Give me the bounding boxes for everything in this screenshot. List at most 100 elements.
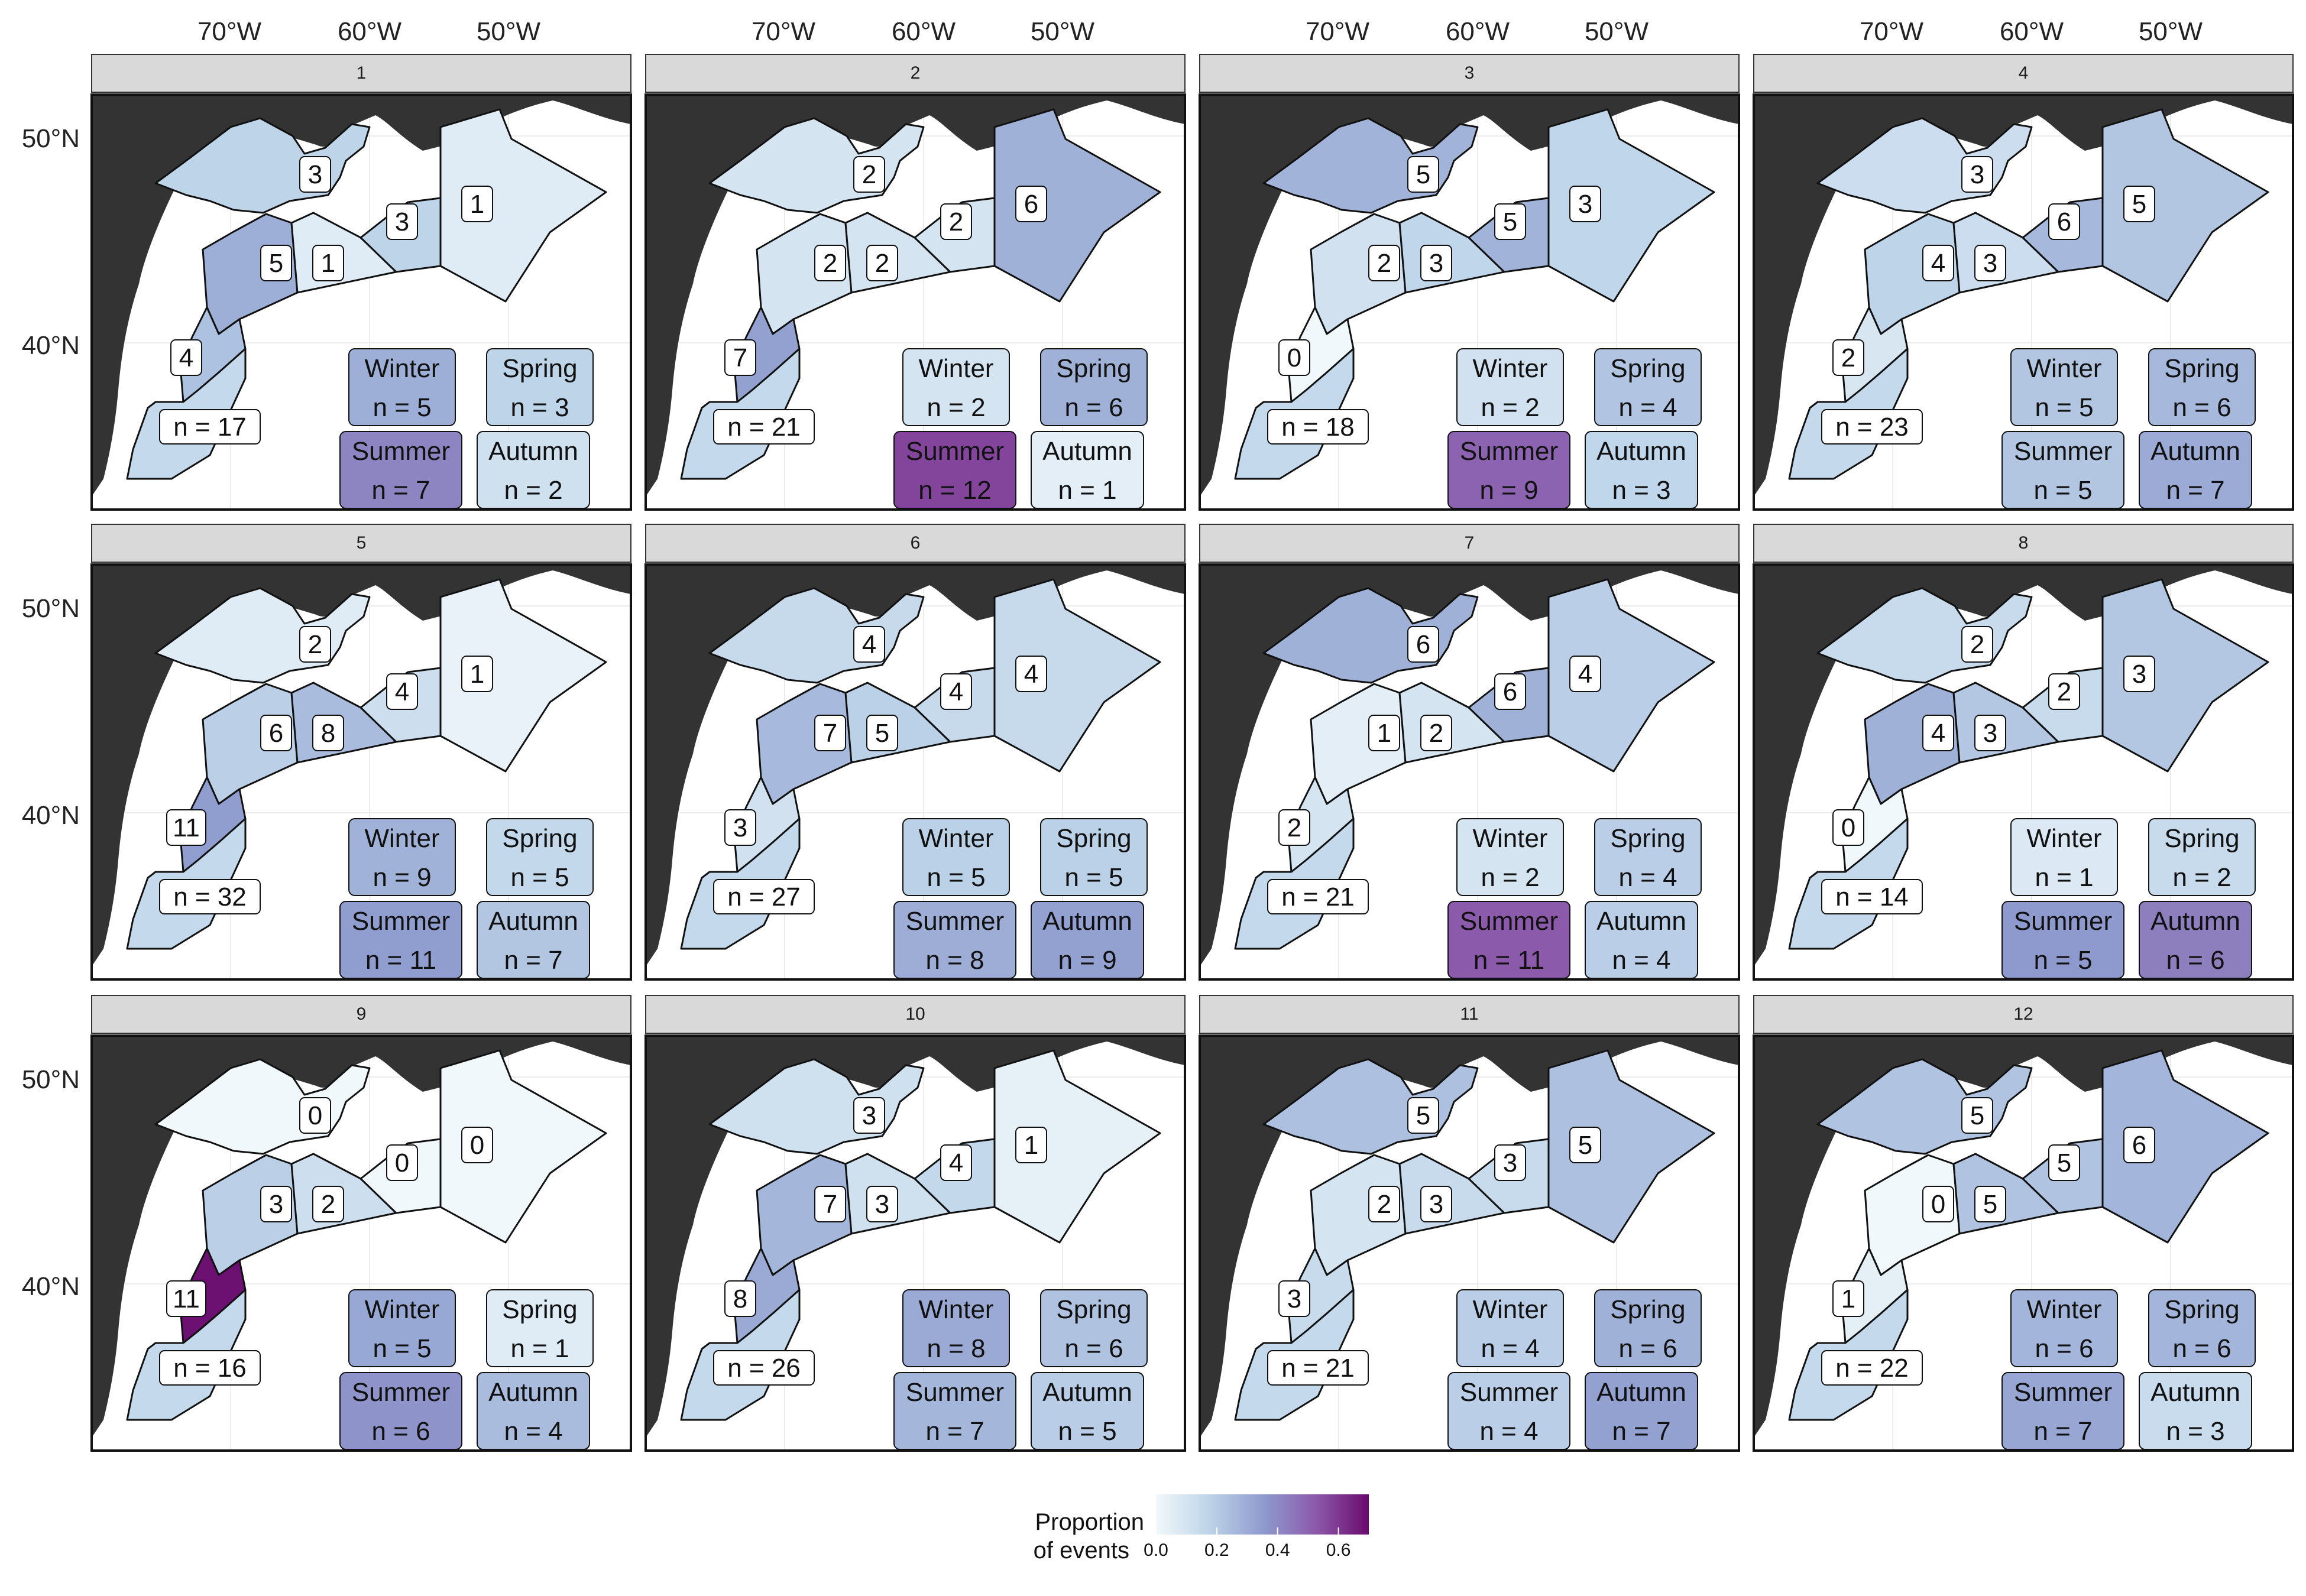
map-panel-11: 11 5 5 2 3 3 3 n = 21 Winter n = 4 Spring n = 6 Summ… <box>1199 995 1740 1452</box>
season-spring: Spring n = 6 <box>1040 1289 1148 1367</box>
region-count-box <box>814 245 846 281</box>
region-count-cabot: 3 <box>395 207 409 236</box>
season-name: Spring <box>502 824 577 853</box>
season-autumn: Autumn n = 4 <box>1585 901 1698 979</box>
season-name: Winter <box>1472 1295 1547 1324</box>
color-legend: Proportion of events 0.0 0.2 0.4 0.6 <box>1034 1494 1369 1563</box>
season-box <box>902 348 1010 426</box>
region-count-cabot: 0 <box>395 1149 409 1177</box>
season-summer: Summer n = 5 <box>2001 431 2124 509</box>
region-count-scotian: 11 <box>173 1284 200 1313</box>
season-box <box>1456 348 1564 426</box>
landmass <box>646 1036 1185 1438</box>
region-count-box <box>866 1186 898 1222</box>
facet-strip <box>1199 995 1740 1034</box>
region-count-box <box>2123 1127 2155 1163</box>
season-autumn: Autumn n = 2 <box>477 431 590 509</box>
panel-border <box>1199 93 1740 511</box>
region-count-box <box>2048 203 2080 240</box>
season-summer: Summer n = 11 <box>339 901 462 979</box>
season-summer: Summer n = 8 <box>893 901 1016 979</box>
season-count: n = 4 <box>1618 863 1677 892</box>
total-box <box>159 879 261 914</box>
facet-label: 7 <box>1465 533 1475 553</box>
region-count-gulf_east: 3 <box>1983 719 1997 748</box>
region-newfoundland <box>439 108 607 303</box>
region-count-cabot: 3 <box>1503 1149 1517 1177</box>
region-count-box <box>853 1097 885 1134</box>
region-count-box <box>866 715 898 751</box>
season-autumn: Autumn n = 7 <box>2139 431 2252 509</box>
season-name: Winter <box>2026 1295 2101 1324</box>
region-count-gulf_east: 3 <box>1429 249 1443 278</box>
facet-label: 8 <box>2019 533 2029 553</box>
region-count-laurentian: 6 <box>1416 630 1430 659</box>
region-count-box <box>1015 1127 1047 1163</box>
region-count-box <box>299 1097 331 1134</box>
region-count-newfoundland: 6 <box>1024 190 1038 219</box>
season-count: n = 6 <box>2172 393 2231 422</box>
region-count-newfoundland: 5 <box>1578 1131 1592 1160</box>
region-count-gulf_west: 5 <box>269 249 283 278</box>
season-count: n = 6 <box>2035 1334 2093 1363</box>
season-summer: Summer n = 5 <box>2001 901 2124 979</box>
facet-label: 2 <box>911 63 921 83</box>
region-count-scotian: 2 <box>1287 813 1301 842</box>
landmass <box>1754 95 2293 497</box>
x-tick-label: 50°W <box>1585 17 1649 46</box>
region-count-box <box>312 1186 344 1222</box>
landmass <box>1754 1036 2293 1438</box>
region-count-box <box>1494 1144 1526 1181</box>
season-count: n = 11 <box>365 946 436 975</box>
legend-tick-label: 0.6 <box>1326 1540 1351 1560</box>
season-spring: Spring n = 4 <box>1594 818 1702 896</box>
region-count-box <box>1407 626 1439 663</box>
season-autumn: Autumn n = 6 <box>2139 901 2252 979</box>
region-count-scotian: 1 <box>1841 1284 1855 1313</box>
map-panel-10: 10 3 1 7 3 4 8 n = 26 Winter n = 8 Spring n = 6 Summ… <box>644 995 1186 1452</box>
season-winter: Winter n = 1 <box>2010 818 2118 896</box>
season-winter: Winter n = 9 <box>348 818 456 896</box>
season-box <box>1040 1289 1148 1367</box>
total-count: n = 17 <box>173 413 247 442</box>
x-tick-label: 70°W <box>752 17 816 46</box>
facet-strip <box>91 524 631 563</box>
season-name: Autumn <box>488 1378 578 1407</box>
season-box <box>2010 348 2118 426</box>
season-count: n = 6 <box>1064 1334 1123 1363</box>
season-summer: Summer n = 9 <box>1447 431 1570 509</box>
region-count-box <box>461 186 493 222</box>
legend-tick-label: 0.2 <box>1204 1540 1229 1560</box>
region-count-box <box>1278 809 1310 846</box>
region-count-newfoundland: 3 <box>1578 190 1592 219</box>
panel-border <box>90 563 632 981</box>
region-count-box <box>260 245 292 281</box>
season-autumn: Autumn n = 5 <box>1031 1372 1144 1450</box>
region-count-box <box>940 1144 972 1181</box>
facet-strip <box>1753 995 2294 1034</box>
x-tick-label: 50°W <box>477 17 541 46</box>
season-count: n = 5 <box>373 393 431 422</box>
total-box <box>713 879 815 914</box>
region-count-box <box>2123 186 2155 222</box>
region-count-scotian: 0 <box>1287 343 1301 372</box>
region-count-scotian: 8 <box>733 1284 747 1313</box>
region-count-box <box>940 673 972 710</box>
season-name: Summer <box>1460 437 1558 466</box>
season-spring: Spring n = 3 <box>486 348 594 426</box>
facet-label: 6 <box>911 533 921 553</box>
season-name: Winter <box>2026 824 2101 853</box>
season-count: n = 8 <box>927 1334 985 1363</box>
facet-strip <box>645 54 1186 93</box>
season-count: n = 7 <box>2166 476 2224 505</box>
region-count-cabot: 2 <box>949 207 963 236</box>
legend-colorbar <box>1156 1494 1369 1535</box>
region-count-box <box>724 339 756 376</box>
season-name: Winter <box>1472 354 1547 383</box>
region-count-laurentian: 3 <box>862 1101 876 1130</box>
season-summer: Summer n = 7 <box>339 431 462 509</box>
region-count-box <box>1420 245 1452 281</box>
season-count: n = 3 <box>1612 476 1670 505</box>
facet-label: 10 <box>905 1004 925 1024</box>
region-count-gulf_east: 8 <box>321 719 335 748</box>
